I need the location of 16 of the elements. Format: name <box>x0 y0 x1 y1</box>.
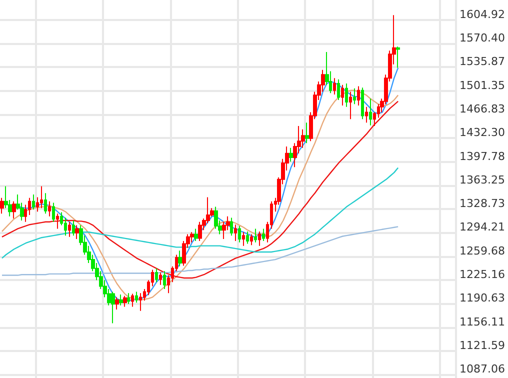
y-tick-label: 1225.16 <box>460 268 506 281</box>
y-tick-label: 1604.92 <box>460 8 506 21</box>
y-tick-label: 1501.35 <box>460 78 506 92</box>
y-tick-label: 1259.68 <box>460 244 506 258</box>
y-tick-label: 1466.83 <box>460 102 506 116</box>
y-tick-label: 1397.78 <box>460 150 506 163</box>
y-tick-label: 1156.11 <box>460 315 506 328</box>
y-tick-label: 1087.06 <box>460 362 506 376</box>
y-tick-label: 1363.25 <box>460 173 506 186</box>
y-tick-label: 1432.30 <box>460 126 506 140</box>
y-tick-label: 1121.59 <box>460 338 506 352</box>
y-tick-label: 1294.21 <box>460 220 506 234</box>
y-tick-label: 1328.73 <box>460 197 506 210</box>
y-tick-label: 1190.63 <box>460 292 506 305</box>
y-tick-label: 1570.40 <box>460 32 506 45</box>
y-tick-label: 1535.87 <box>460 55 506 68</box>
